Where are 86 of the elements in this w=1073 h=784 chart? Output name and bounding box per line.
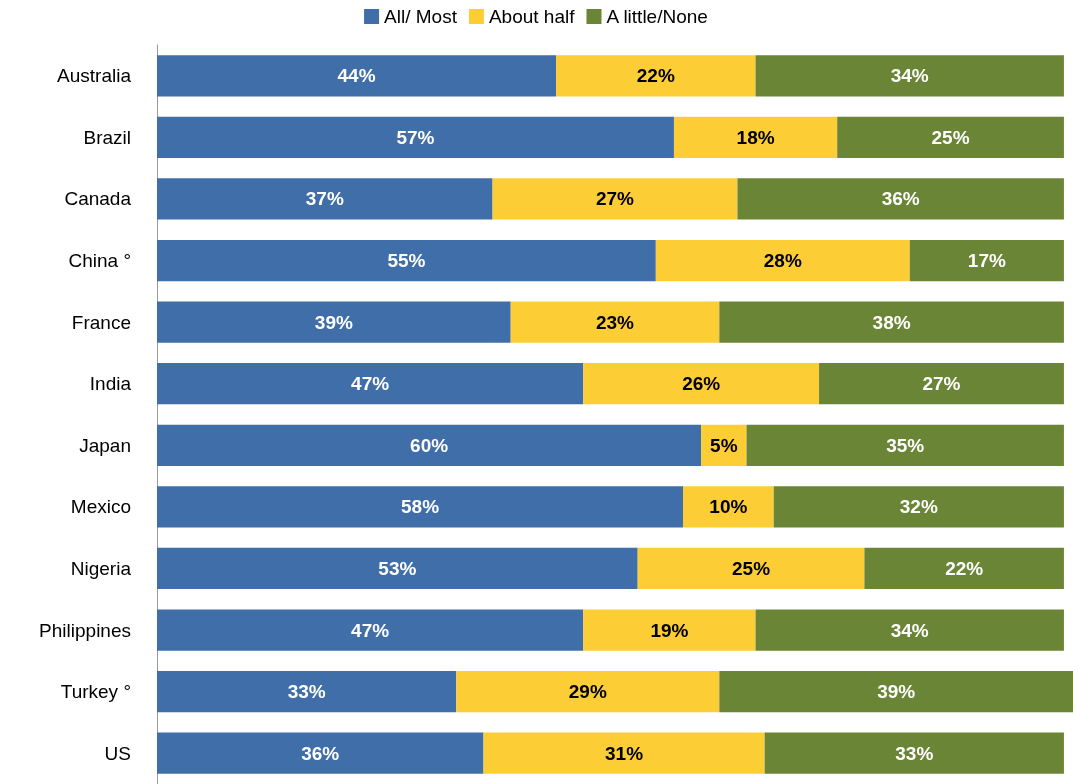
data-label: 39%: [877, 681, 916, 703]
bar: [456, 670, 720, 713]
data-label: 57%: [396, 126, 435, 148]
bar: [819, 363, 1064, 405]
y-tick-label: Turkey °: [60, 681, 131, 703]
bar: [864, 547, 1064, 590]
bar: [683, 486, 774, 528]
bar: [909, 239, 1064, 282]
data-label: 27%: [922, 373, 961, 395]
data-label: 22%: [945, 557, 984, 579]
data-label: 31%: [605, 742, 644, 764]
data-label: 10%: [709, 496, 748, 518]
y-tick-label: Mexico: [70, 496, 131, 518]
bar: [492, 178, 738, 220]
data-label: 44%: [337, 65, 376, 87]
data-label: 53%: [378, 557, 417, 579]
y-tick-label: Brazil: [83, 126, 131, 148]
bar: [157, 301, 511, 343]
data-label: 32%: [899, 496, 938, 518]
bar: [157, 547, 638, 590]
data-label: 25%: [732, 557, 771, 579]
data-label: 5%: [710, 434, 738, 456]
data-label: 39%: [314, 311, 353, 333]
data-label: 36%: [301, 742, 340, 764]
data-label: 58%: [400, 496, 440, 518]
data-label: 34%: [890, 619, 929, 641]
data-label: 18%: [736, 126, 775, 148]
data-label: 17%: [967, 250, 1006, 272]
bar: [157, 178, 493, 220]
bar: [157, 424, 702, 466]
data-label: 55%: [387, 250, 426, 272]
y-tick-label: Japan: [79, 434, 131, 456]
data-label: 33%: [287, 681, 326, 703]
bar: [673, 116, 838, 159]
bar: [483, 732, 765, 774]
bar: [655, 239, 910, 282]
bar: [583, 363, 820, 405]
data-label: 38%: [872, 311, 911, 333]
y-tick-label: China °: [68, 250, 131, 272]
bar: [556, 55, 756, 97]
data-label: 19%: [650, 619, 689, 641]
y-tick-label: France: [71, 311, 131, 333]
bar: [764, 732, 1064, 774]
y-tick-label: Philippines: [39, 619, 131, 641]
bar: [157, 116, 674, 159]
data-label: 35%: [886, 434, 925, 456]
data-label: 34%: [890, 65, 929, 87]
y-tick-label: US: [104, 742, 131, 764]
bar: [157, 732, 484, 774]
bar: [157, 609, 584, 651]
legend-label: About half: [488, 6, 576, 27]
legend-label: A little/None: [606, 6, 708, 27]
bar: [719, 670, 1073, 713]
data-label: 25%: [931, 126, 970, 148]
bar: [719, 301, 1064, 343]
y-tick-label: India: [89, 373, 132, 395]
bar: [157, 670, 457, 713]
bar: [773, 486, 1064, 528]
bar: [755, 609, 1064, 651]
data-label: 22%: [636, 65, 675, 87]
data-label: 27%: [595, 188, 635, 210]
y-tick-label: Nigeria: [70, 557, 132, 579]
data-label: 26%: [682, 373, 721, 395]
bar: [737, 178, 1064, 220]
data-label: 47%: [351, 373, 390, 395]
bar: [157, 55, 557, 97]
bar: [837, 116, 1064, 159]
bar: [583, 609, 756, 651]
bar: [637, 547, 865, 590]
data-label: 28%: [763, 250, 802, 272]
data-label: 36%: [881, 188, 920, 210]
data-label: 47%: [351, 619, 390, 641]
bar: [510, 301, 720, 343]
data-label: 29%: [568, 681, 607, 703]
y-tick-label: Canada: [64, 188, 132, 210]
legend-label: All/ Most: [384, 6, 458, 27]
bar: [746, 424, 1064, 466]
data-label: 33%: [895, 742, 934, 764]
data-label: 37%: [305, 188, 344, 210]
y-tick-label: Australia: [57, 65, 132, 87]
bar: [755, 55, 1064, 97]
bar: [157, 486, 684, 528]
data-label: 60%: [410, 434, 449, 456]
data-label: 23%: [595, 311, 635, 333]
bar: [157, 363, 584, 405]
bar: [157, 239, 656, 282]
